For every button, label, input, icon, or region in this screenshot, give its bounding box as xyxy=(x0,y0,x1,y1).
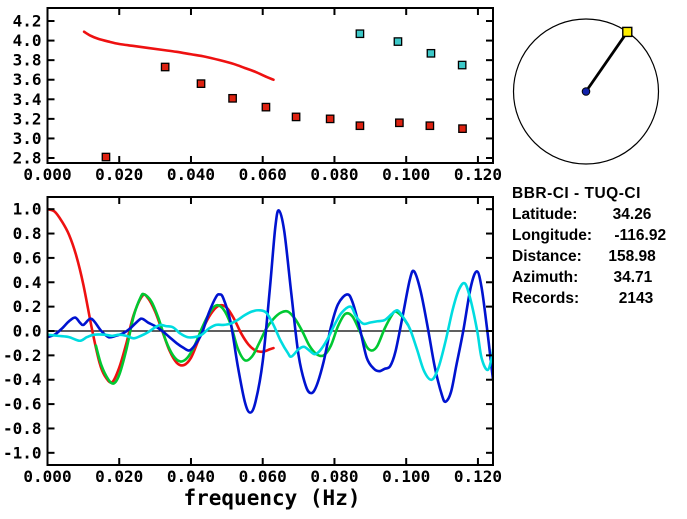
info-value-longitude: -116.92 xyxy=(614,227,667,244)
bottom-y-tick-label: -0.4 xyxy=(3,370,42,389)
red-square-measurements-marker xyxy=(395,118,404,128)
top-y-tick-label: 3.6 xyxy=(13,70,42,89)
bottom-y-tick-label: -1.0 xyxy=(3,443,42,462)
top-x-tick-label: 0.100 xyxy=(382,165,430,184)
correlation-blue-curve xyxy=(47,209,493,414)
phase-velocity-curve-curve xyxy=(82,30,275,82)
red-square-measurements-marker xyxy=(101,152,111,162)
red-square-measurements-marker xyxy=(355,121,365,131)
info-label-records: Records: xyxy=(512,290,580,307)
bottom-series xyxy=(47,207,493,414)
top-frame xyxy=(46,7,494,164)
red-square-measurements-marker xyxy=(228,93,237,103)
bottom-x-tick-label: 0.040 xyxy=(167,467,215,486)
cyan-square-measurements-marker xyxy=(457,60,467,70)
bottom-y-tick-label: 1.0 xyxy=(13,200,42,219)
top-x-tick-label: 0.060 xyxy=(239,165,287,184)
info-row-azimuth: Azimuth: 34.71 xyxy=(512,269,687,290)
azimuth-needle xyxy=(584,31,629,93)
red-square-measurements-marker xyxy=(458,124,467,134)
bottom-x-tick-label: 0.000 xyxy=(23,467,71,486)
bottom-y-tick-label: 0.2 xyxy=(13,297,42,316)
station-pair-title: BBR-CI - TUQ-CI xyxy=(512,185,641,202)
red-square-measurements-marker xyxy=(160,62,170,72)
top-x-tick-label: 0.020 xyxy=(95,165,143,184)
info-row-records: Records: 2143 xyxy=(512,290,687,311)
bottom-y-tick-label: 0.0 xyxy=(13,322,42,341)
bottom-y-tick-label: -0.6 xyxy=(3,395,42,414)
top-y-tick-label: 3.8 xyxy=(13,51,42,70)
top-y-tick-label: 2.8 xyxy=(13,149,42,168)
red-square-measurements-marker xyxy=(291,112,301,122)
bottom-y-tick-label: 0.8 xyxy=(13,224,42,243)
top-y-tick-label: 3.4 xyxy=(13,90,42,109)
info-value-distance: 158.98 xyxy=(608,248,656,265)
top-x-tick-label: 0.120 xyxy=(454,165,502,184)
red-square-measurements-marker xyxy=(425,121,435,131)
info-row-longitude: Longitude: -116.92 xyxy=(512,227,687,248)
info-label-latitude: Latitude: xyxy=(512,206,578,223)
azimuth-indicator xyxy=(512,18,660,165)
top-y-tick-label: 3.0 xyxy=(13,129,42,148)
info-value-latitude: 34.26 xyxy=(612,206,652,223)
x-axis-title: frequency (Hz) xyxy=(183,486,360,510)
receiver-station-marker xyxy=(622,26,633,38)
bottom-x-tick-label: 0.120 xyxy=(454,467,502,486)
bottom-chart: 0.000 0.020 0.040 0.060 0.080 0.100 0.120 -1.0 -… xyxy=(3,196,502,486)
cyan-square-measurements-marker xyxy=(393,37,403,46)
azimuth-circle-outline xyxy=(512,18,660,165)
cyan-square-measurements-marker xyxy=(426,48,436,58)
info-row-latitude: Latitude: 34.26 xyxy=(512,206,687,227)
red-square-measurements-marker xyxy=(325,114,335,124)
top-x-tick-label: 0.080 xyxy=(310,165,358,184)
info-row-distance: Distance: 158.98 xyxy=(512,248,687,269)
cyan-square-measurements-marker xyxy=(355,29,365,39)
bottom-y-tick-label: -0.2 xyxy=(3,346,42,365)
info-label-longitude: Longitude: xyxy=(512,227,593,244)
source-station-dot xyxy=(581,87,591,96)
red-square-measurements-marker xyxy=(196,79,206,88)
top-y-tick-label: 3.2 xyxy=(13,109,42,128)
info-value-records: 2143 xyxy=(618,290,654,307)
top-x-tick-label: 0.040 xyxy=(167,165,215,184)
bottom-x-tick-label: 0.100 xyxy=(382,467,430,486)
top-series xyxy=(82,29,467,162)
bottom-x-tick-label: 0.060 xyxy=(239,467,287,486)
bottom-y-tick-label: -0.8 xyxy=(3,419,42,438)
correlation-cyan-curve xyxy=(47,281,493,382)
top-y-tick-label: 4.2 xyxy=(13,12,42,31)
station-info-panel: BBR-CI - TUQ-CI Latitude: 34.26 Longitud… xyxy=(512,185,687,311)
info-label-distance: Distance: xyxy=(512,248,582,265)
top-chart: 0.000 0.020 0.040 0.060 0.080 0.100 0.1202.83.… xyxy=(13,7,502,184)
bottom-y-tick-label: 0.6 xyxy=(13,248,42,267)
info-value-azimuth: 34.71 xyxy=(613,269,653,286)
correlation-red-curve xyxy=(47,207,275,384)
bottom-y-tick-label: 0.4 xyxy=(13,273,42,292)
red-square-measurements-marker xyxy=(261,102,271,112)
top-x-tick-label: 0.000 xyxy=(23,165,71,184)
bottom-x-tick-label: 0.020 xyxy=(95,467,143,486)
bottom-x-tick-label: 0.080 xyxy=(310,467,358,486)
top-y-tick-label: 4.0 xyxy=(13,31,42,50)
info-label-azimuth: Azimuth: xyxy=(512,269,579,286)
